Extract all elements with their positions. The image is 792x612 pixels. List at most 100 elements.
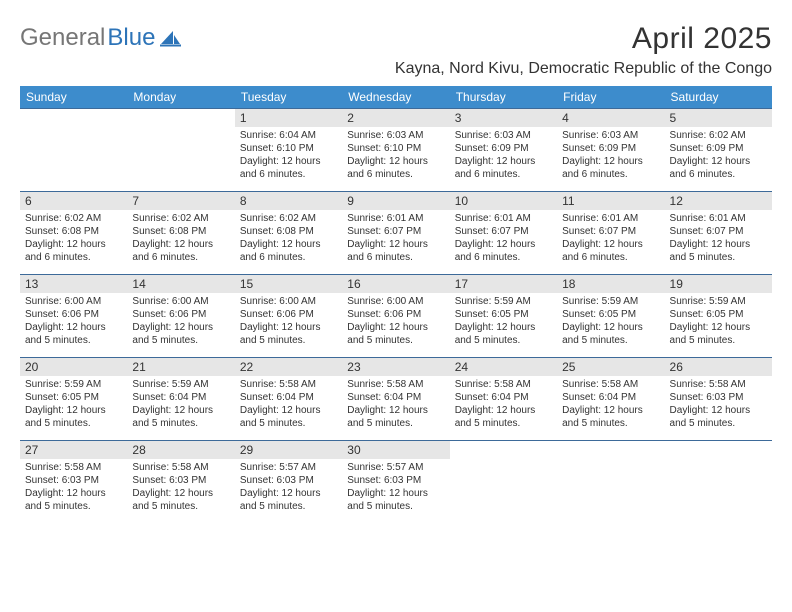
- day-body: Sunrise: 6:00 AMSunset: 6:06 PMDaylight:…: [20, 293, 127, 357]
- day-number: 14: [127, 275, 234, 293]
- sunset-text: Sunset: 6:07 PM: [347, 225, 444, 238]
- daylight-text: Daylight: 12 hours and 5 minutes.: [347, 321, 444, 347]
- day-number: 9: [342, 192, 449, 210]
- daylight-text: Daylight: 12 hours and 6 minutes.: [347, 155, 444, 181]
- sunrise-text: Sunrise: 5:59 AM: [132, 378, 229, 391]
- day-body: Sunrise: 5:59 AMSunset: 6:05 PMDaylight:…: [20, 376, 127, 440]
- day-body: Sunrise: 6:01 AMSunset: 6:07 PMDaylight:…: [665, 210, 772, 274]
- day-number: 20: [20, 358, 127, 376]
- sunset-text: Sunset: 6:08 PM: [25, 225, 122, 238]
- sunrise-text: Sunrise: 5:59 AM: [670, 295, 767, 308]
- day-cell: 28Sunrise: 5:58 AMSunset: 6:03 PMDayligh…: [127, 441, 234, 524]
- day-body: Sunrise: 5:58 AMSunset: 6:03 PMDaylight:…: [20, 459, 127, 523]
- sunset-text: Sunset: 6:08 PM: [240, 225, 337, 238]
- day-cell: 2Sunrise: 6:03 AMSunset: 6:10 PMDaylight…: [342, 109, 449, 192]
- sunrise-text: Sunrise: 5:59 AM: [562, 295, 659, 308]
- day-number: 5: [665, 109, 772, 127]
- day-cell: 20Sunrise: 5:59 AMSunset: 6:05 PMDayligh…: [20, 358, 127, 441]
- week-row: 20Sunrise: 5:59 AMSunset: 6:05 PMDayligh…: [20, 358, 772, 441]
- day-body: Sunrise: 5:58 AMSunset: 6:03 PMDaylight:…: [127, 459, 234, 523]
- dow-monday: Monday: [127, 86, 234, 109]
- dow-saturday: Saturday: [665, 86, 772, 109]
- day-number: 29: [235, 441, 342, 459]
- day-cell: [450, 441, 557, 524]
- sunset-text: Sunset: 6:04 PM: [562, 391, 659, 404]
- sunset-text: Sunset: 6:05 PM: [562, 308, 659, 321]
- day-number: 26: [665, 358, 772, 376]
- sunset-text: Sunset: 6:05 PM: [455, 308, 552, 321]
- day-body: Sunrise: 5:59 AMSunset: 6:05 PMDaylight:…: [557, 293, 664, 357]
- dow-sunday: Sunday: [20, 86, 127, 109]
- title-block: April 2025 Kayna, Nord Kivu, Democratic …: [395, 22, 772, 78]
- day-body: Sunrise: 6:02 AMSunset: 6:08 PMDaylight:…: [127, 210, 234, 274]
- daylight-text: Daylight: 12 hours and 6 minutes.: [455, 238, 552, 264]
- day-number: 16: [342, 275, 449, 293]
- sunrise-text: Sunrise: 5:58 AM: [670, 378, 767, 391]
- daylight-text: Daylight: 12 hours and 5 minutes.: [455, 404, 552, 430]
- sunset-text: Sunset: 6:07 PM: [455, 225, 552, 238]
- day-cell: 24Sunrise: 5:58 AMSunset: 6:04 PMDayligh…: [450, 358, 557, 441]
- location-subtitle: Kayna, Nord Kivu, Democratic Republic of…: [395, 60, 772, 78]
- daylight-text: Daylight: 12 hours and 5 minutes.: [562, 321, 659, 347]
- sunrise-text: Sunrise: 6:00 AM: [347, 295, 444, 308]
- week-row: 27Sunrise: 5:58 AMSunset: 6:03 PMDayligh…: [20, 441, 772, 524]
- sunrise-text: Sunrise: 6:00 AM: [132, 295, 229, 308]
- sunset-text: Sunset: 6:03 PM: [25, 474, 122, 487]
- daylight-text: Daylight: 12 hours and 5 minutes.: [25, 321, 122, 347]
- day-cell: 21Sunrise: 5:59 AMSunset: 6:04 PMDayligh…: [127, 358, 234, 441]
- sunrise-text: Sunrise: 5:58 AM: [455, 378, 552, 391]
- day-cell: 9Sunrise: 6:01 AMSunset: 6:07 PMDaylight…: [342, 192, 449, 275]
- logo-text-part2: Blue: [107, 26, 155, 50]
- day-cell: 10Sunrise: 6:01 AMSunset: 6:07 PMDayligh…: [450, 192, 557, 275]
- day-cell: 14Sunrise: 6:00 AMSunset: 6:06 PMDayligh…: [127, 275, 234, 358]
- dow-friday: Friday: [557, 86, 664, 109]
- day-number: 3: [450, 109, 557, 127]
- daylight-text: Daylight: 12 hours and 5 minutes.: [240, 487, 337, 513]
- sunset-text: Sunset: 6:06 PM: [132, 308, 229, 321]
- day-body: Sunrise: 5:59 AMSunset: 6:05 PMDaylight:…: [450, 293, 557, 357]
- sunset-text: Sunset: 6:09 PM: [562, 142, 659, 155]
- logo: GeneralBlue: [20, 22, 182, 52]
- daylight-text: Daylight: 12 hours and 5 minutes.: [347, 487, 444, 513]
- day-body: Sunrise: 6:00 AMSunset: 6:06 PMDaylight:…: [127, 293, 234, 357]
- day-body: Sunrise: 5:59 AMSunset: 6:05 PMDaylight:…: [665, 293, 772, 357]
- sunset-text: Sunset: 6:10 PM: [240, 142, 337, 155]
- day-cell: 26Sunrise: 5:58 AMSunset: 6:03 PMDayligh…: [665, 358, 772, 441]
- day-number: 8: [235, 192, 342, 210]
- day-number: 19: [665, 275, 772, 293]
- day-number: 13: [20, 275, 127, 293]
- sunset-text: Sunset: 6:06 PM: [25, 308, 122, 321]
- daylight-text: Daylight: 12 hours and 6 minutes.: [132, 238, 229, 264]
- day-number: 6: [20, 192, 127, 210]
- sunset-text: Sunset: 6:09 PM: [455, 142, 552, 155]
- day-body: Sunrise: 6:03 AMSunset: 6:10 PMDaylight:…: [342, 127, 449, 191]
- day-number: 23: [342, 358, 449, 376]
- sunrise-text: Sunrise: 6:03 AM: [455, 129, 552, 142]
- day-cell: 4Sunrise: 6:03 AMSunset: 6:09 PMDaylight…: [557, 109, 664, 192]
- sunrise-text: Sunrise: 5:58 AM: [25, 461, 122, 474]
- daylight-text: Daylight: 12 hours and 5 minutes.: [132, 404, 229, 430]
- day-body: Sunrise: 5:58 AMSunset: 6:04 PMDaylight:…: [235, 376, 342, 440]
- sunrise-text: Sunrise: 6:03 AM: [562, 129, 659, 142]
- sunrise-text: Sunrise: 6:01 AM: [562, 212, 659, 225]
- daylight-text: Daylight: 12 hours and 6 minutes.: [347, 238, 444, 264]
- sunrise-text: Sunrise: 6:02 AM: [670, 129, 767, 142]
- day-number: 2: [342, 109, 449, 127]
- day-number: 30: [342, 441, 449, 459]
- day-number: 11: [557, 192, 664, 210]
- day-cell: 15Sunrise: 6:00 AMSunset: 6:06 PMDayligh…: [235, 275, 342, 358]
- day-cell: 30Sunrise: 5:57 AMSunset: 6:03 PMDayligh…: [342, 441, 449, 524]
- day-cell: 27Sunrise: 5:58 AMSunset: 6:03 PMDayligh…: [20, 441, 127, 524]
- day-body: Sunrise: 5:58 AMSunset: 6:04 PMDaylight:…: [450, 376, 557, 440]
- day-number: 22: [235, 358, 342, 376]
- day-cell: [20, 109, 127, 192]
- sunrise-text: Sunrise: 6:01 AM: [455, 212, 552, 225]
- day-cell: 16Sunrise: 6:00 AMSunset: 6:06 PMDayligh…: [342, 275, 449, 358]
- day-body: Sunrise: 5:57 AMSunset: 6:03 PMDaylight:…: [342, 459, 449, 523]
- sunrise-text: Sunrise: 5:57 AM: [347, 461, 444, 474]
- daylight-text: Daylight: 12 hours and 6 minutes.: [562, 155, 659, 181]
- day-number: 24: [450, 358, 557, 376]
- sunset-text: Sunset: 6:03 PM: [347, 474, 444, 487]
- day-number: 12: [665, 192, 772, 210]
- daylight-text: Daylight: 12 hours and 5 minutes.: [132, 321, 229, 347]
